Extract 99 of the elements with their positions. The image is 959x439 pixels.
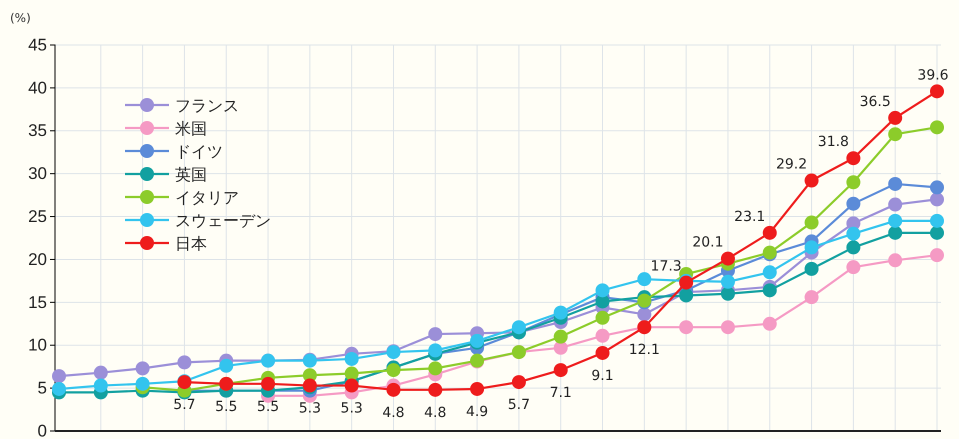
point: [888, 176, 902, 191]
point: [637, 307, 652, 322]
point: [386, 382, 400, 397]
point: [888, 198, 902, 212]
point: [762, 265, 777, 280]
point: [554, 330, 568, 344]
point: [428, 343, 442, 358]
y-tick-label: 30: [28, 164, 47, 184]
point: [888, 253, 902, 268]
y-tick-label: 25: [28, 206, 47, 226]
point: [762, 283, 777, 298]
legend-label: 日本: [175, 234, 207, 253]
data-label: 39.6: [917, 67, 949, 84]
point: [888, 214, 902, 228]
point: [846, 260, 860, 274]
point: [512, 375, 526, 390]
point: [428, 361, 442, 376]
point: [930, 120, 944, 134]
point: [428, 327, 442, 342]
y-tick-label: 0: [38, 421, 47, 439]
point: [846, 240, 860, 254]
point: [720, 274, 735, 289]
legend-label: ドイツ: [175, 142, 223, 161]
point: [846, 175, 860, 190]
data-label: 5.5: [256, 398, 280, 415]
data-label: 5.7: [508, 397, 530, 414]
point: [846, 226, 860, 241]
point: [94, 366, 108, 380]
point: [554, 363, 568, 378]
legend-label: イタリア: [175, 188, 239, 207]
legend-label: 米国: [175, 119, 207, 138]
point: [930, 248, 944, 262]
point: [804, 240, 819, 254]
data-label: 23.1: [734, 208, 766, 225]
y-tick-label: 5: [38, 378, 47, 398]
y-tick-label: 35: [28, 121, 47, 140]
data-label: 5.3: [298, 400, 321, 417]
point: [720, 320, 735, 334]
legend-label: フランス: [175, 96, 239, 115]
point: [804, 290, 819, 304]
point: [219, 358, 234, 373]
point: [720, 252, 735, 266]
point: [679, 288, 694, 302]
point: [888, 226, 902, 240]
data-label: 7.1: [550, 385, 572, 402]
point: [762, 226, 777, 240]
point: [930, 214, 944, 228]
point: [52, 382, 66, 396]
point: [762, 316, 777, 331]
data-label: 4.9: [466, 404, 488, 420]
data-label: 5.5: [215, 398, 238, 415]
data-label: 9.1: [591, 368, 614, 384]
point: [930, 192, 944, 206]
data-label: 4.8: [382, 404, 405, 421]
y-tick-label: 20: [28, 250, 47, 269]
data-label: 5.7: [173, 397, 196, 414]
point: [596, 346, 610, 360]
point: [596, 328, 610, 343]
legend-label: スウェーデン: [175, 211, 271, 230]
point: [930, 84, 944, 98]
y-tick-label: 15: [28, 292, 47, 312]
point: [386, 363, 400, 378]
data-label: 5.3: [340, 400, 363, 417]
y-tick-label: 45: [28, 35, 47, 54]
point: [428, 382, 442, 397]
legend-label: 英国: [175, 165, 207, 184]
point: [679, 320, 694, 334]
point: [637, 272, 652, 286]
y-tick-label: 40: [28, 78, 47, 98]
data-label: 17.3: [650, 258, 682, 275]
data-label: 12.1: [628, 342, 660, 358]
point: [596, 283, 610, 298]
data-label: 36.5: [860, 94, 891, 110]
point: [94, 378, 108, 393]
point: [470, 382, 484, 396]
point: [344, 352, 359, 366]
point: [720, 286, 735, 301]
data-label: 20.1: [692, 234, 724, 251]
point: [930, 226, 944, 240]
data-label: 29.2: [776, 156, 808, 173]
point: [846, 196, 860, 211]
point: [177, 355, 192, 370]
data-label: 4.8: [424, 404, 446, 421]
point: [52, 369, 66, 384]
data-label: 31.8: [818, 134, 849, 150]
point: [261, 376, 276, 391]
point: [512, 320, 526, 334]
point: [136, 361, 150, 376]
point: [136, 376, 150, 391]
point: [930, 180, 944, 194]
y-tick-label: 10: [28, 336, 47, 355]
point: [846, 151, 860, 166]
point: [888, 127, 902, 142]
point: [596, 310, 610, 325]
point: [804, 262, 819, 276]
point: [888, 110, 902, 125]
y-axis-title: (%): [10, 11, 31, 25]
point: [804, 216, 819, 230]
point: [804, 174, 819, 188]
